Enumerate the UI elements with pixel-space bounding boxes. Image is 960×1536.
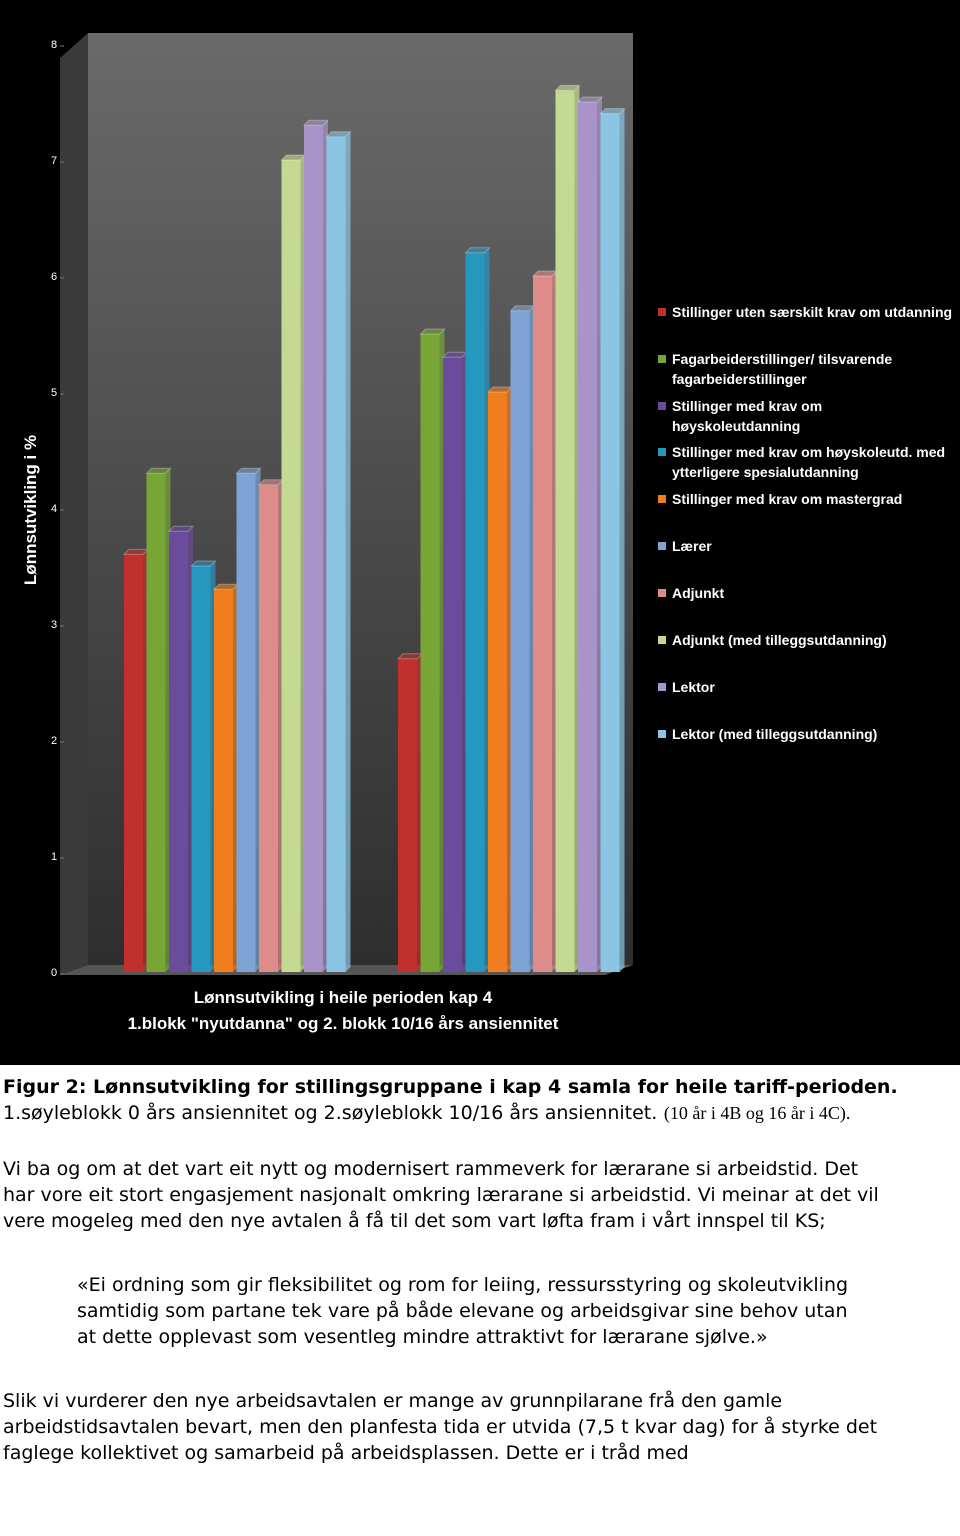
chart-svg: Lønnsutvikling i % Lønnsutvikling i heil… [21,33,633,1033]
legend-entry: Adjunkt (med tilleggsutdanning) [658,630,887,650]
bar [259,484,278,972]
caption: Figur 2: Lønnsutvikling for stillingsgru… [3,1074,948,1126]
legend-swatch [658,542,666,550]
legend-entry: Stillinger uten særskilt krav om utdanni… [658,302,952,322]
x-axis-title: 1.blokk "nyutdanna" og 2. blokk 10/16 år… [128,1014,559,1033]
side-wall [60,33,88,975]
y-tick-label: 4 [51,503,57,515]
bar-top [531,270,559,277]
legend-label: Stillinger med krav om mastergrad [672,491,903,507]
x-axis-title: Lønnsutvikling i heile perioden kap 4 [194,988,493,1007]
legend-label: Adjunkt (med tilleggsutdanning) [672,632,887,648]
bar-side [619,108,625,973]
bar [169,531,188,972]
y-tick-label: 3 [51,619,57,631]
y-axis-title: Lønnsutvikling i % [21,435,40,585]
bar-top [419,328,446,335]
bar [124,554,143,972]
bar [510,310,530,972]
legend-entry: Stillinger med krav om mastergrad [658,489,902,509]
legend-label: Fagarbeiderstillinger/ tilsvarende fagar… [672,351,893,387]
y-tick-label: 7 [51,155,57,167]
bar [326,136,346,973]
bar-top [235,467,262,474]
y-tick-label: 6 [51,271,57,283]
y-tick-label: 5 [51,387,57,399]
legend-swatch [658,730,666,738]
bar-top [122,548,150,555]
legend-swatch [658,402,666,410]
bar-top [441,351,469,358]
bar [533,276,552,972]
legend-swatch [658,589,666,597]
paragraph: Slik vi vurderer den nye arbeidsavtalen … [3,1390,878,1464]
bar-top [302,119,330,126]
caption-text: 1.søyleblokk 0 års ansiennitet og 2.søyl… [3,1102,658,1124]
bar [465,252,485,973]
legend-entry: Stillinger med krav om høyskoleutdanning [658,396,953,436]
document: Figur 2: Lønnsutvikling for stillingsgru… [3,1074,948,1466]
bar [304,125,323,972]
bar [191,566,211,972]
bar-top [257,479,285,486]
legend-label: Stillinger med krav om høyskoleutdanning [672,398,823,434]
caption-title: Figur 2: Lønnsutvikling for stillingsgru… [3,1076,898,1098]
legend-swatch [658,683,666,691]
bar-top [486,386,514,393]
bar-top [167,525,195,532]
legend-entry: Lektor [658,677,715,697]
bar [420,334,440,972]
bar [443,357,462,972]
bar-top [509,305,536,312]
legend-label: Stillinger med krav om høyskoleutd. med … [672,444,946,480]
bar [398,658,417,972]
bar-top [396,653,424,660]
bar [578,102,597,972]
bar-top [464,247,491,254]
y-tick-label: 8 [51,39,57,51]
legend-label: Adjunkt [672,585,725,601]
legend-entry: Lektor (med tilleggsutdanning) [658,724,877,744]
legend-swatch [658,308,666,316]
bar-top [145,467,172,474]
bar [146,473,166,972]
legend-swatch [658,495,666,503]
legend-label: Lektor (med tilleggsutdanning) [672,726,878,742]
legend-swatch [658,636,666,644]
bar [555,90,575,972]
legend-label: Lærer [672,538,712,554]
legend-swatch [658,355,666,363]
legend-entry: Fagarbeiderstillinger/ tilsvarende fagar… [658,349,953,389]
paragraph: Vi ba og om at det vart eit nytt og mode… [3,1158,879,1232]
bar-top [554,84,581,91]
legend-entry: Adjunkt [658,583,724,603]
chart: Lønnsutvikling i % Lønnsutvikling i heil… [0,0,960,1065]
legend-label: Lektor [672,679,715,695]
bar-top [325,131,352,138]
bar-top [190,560,217,567]
legend-swatch [658,448,666,456]
bar-top [212,583,240,590]
bar [600,113,620,973]
bar [236,473,256,972]
legend-entry: Lærer [658,536,712,556]
y-tick-label: 0 [51,967,57,979]
caption-note: (10 år i 4B og 16 år i 4C). [663,1103,851,1123]
bar-side [345,131,351,973]
bar-top [576,96,604,103]
bar [214,589,233,972]
quote: «Ei ordning som gir fleksibilitet og rom… [77,1274,849,1348]
y-tick-label: 2 [51,735,57,747]
bar [281,160,301,972]
y-tick-label: 1 [51,851,57,863]
bar [488,392,507,972]
bar-top [599,108,626,115]
legend-entry: Stillinger med krav om høyskoleutd. med … [658,442,953,482]
legend-label: Stillinger uten særskilt krav om utdanni… [672,304,953,320]
bar-top [280,154,307,161]
